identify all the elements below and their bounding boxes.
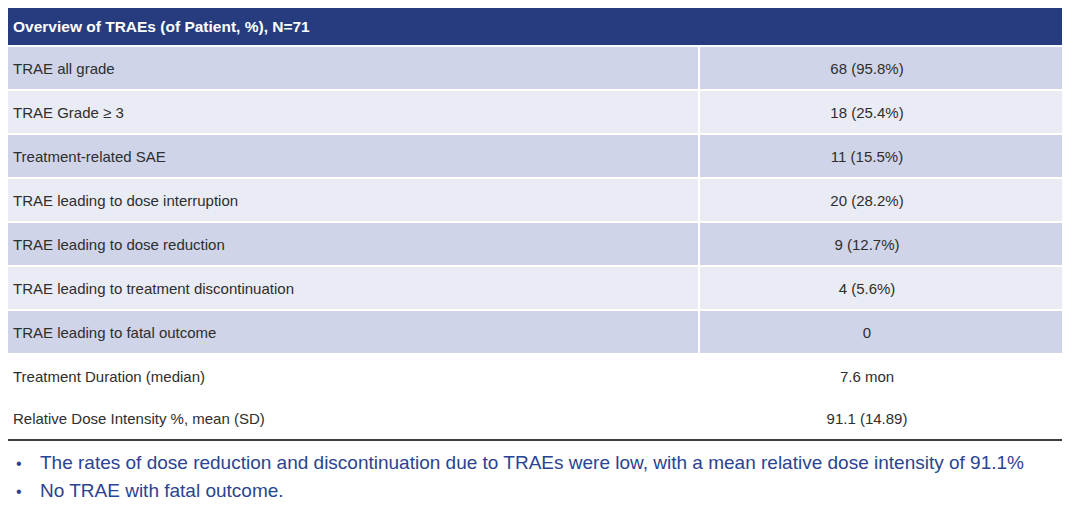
row-label: TRAE leading to treatment discontinuatio…: [8, 267, 698, 309]
table-row: TRAE leading to treatment discontinuatio…: [8, 267, 1062, 309]
row-value: 4 (5.6%): [700, 267, 1062, 309]
trae-overview-table: Overview of TRAEs (of Patient, %), N=71 …: [8, 8, 1062, 441]
row-value: 18 (25.4%): [700, 91, 1062, 133]
row-label: Treatment Duration (median): [8, 355, 698, 397]
bullet-dot-icon: •: [12, 450, 40, 477]
bullet-dot-icon: •: [12, 478, 40, 505]
row-label: TRAE all grade: [8, 47, 698, 89]
summary-bullets: • The rates of dose reduction and discon…: [12, 449, 1074, 505]
row-value: 20 (28.2%): [700, 179, 1062, 221]
row-value: 91.1 (14.89): [700, 397, 1062, 439]
row-label: Relative Dose Intensity %, mean (SD): [8, 397, 698, 439]
slide: Overview of TRAEs (of Patient, %), N=71 …: [0, 0, 1080, 515]
table-row: TRAE all grade 68 (95.8%): [8, 47, 1062, 89]
row-label: Treatment-related SAE: [8, 135, 698, 177]
row-label: TRAE leading to dose reduction: [8, 223, 698, 265]
bullet-item: • The rates of dose reduction and discon…: [12, 449, 1074, 477]
row-value: 11 (15.5%): [700, 135, 1062, 177]
table-row: TRAE leading to fatal outcome 0: [8, 311, 1062, 353]
bullet-item: • No TRAE with fatal outcome.: [12, 477, 1074, 505]
table-row: Treatment Duration (median) 7.6 mon: [8, 355, 1062, 397]
table-row: TRAE leading to dose interruption 20 (28…: [8, 179, 1062, 221]
row-label: TRAE Grade ≥ 3: [8, 91, 698, 133]
row-value: 7.6 mon: [700, 355, 1062, 397]
row-value: 0: [700, 311, 1062, 353]
table-header: Overview of TRAEs (of Patient, %), N=71: [8, 8, 1062, 45]
bottom-divider: [8, 439, 1062, 441]
bullet-text: The rates of dose reduction and disconti…: [40, 449, 1024, 476]
table-row: TRAE leading to dose reduction 9 (12.7%): [8, 223, 1062, 265]
row-value: 68 (95.8%): [700, 47, 1062, 89]
table-row: TRAE Grade ≥ 3 18 (25.4%): [8, 91, 1062, 133]
table-row: Relative Dose Intensity %, mean (SD) 91.…: [8, 397, 1062, 439]
row-label: TRAE leading to dose interruption: [8, 179, 698, 221]
row-label: TRAE leading to fatal outcome: [8, 311, 698, 353]
table-title: Overview of TRAEs (of Patient, %), N=71: [13, 18, 310, 36]
bullet-text: No TRAE with fatal outcome.: [40, 477, 284, 504]
row-value: 9 (12.7%): [700, 223, 1062, 265]
table-row: Treatment-related SAE 11 (15.5%): [8, 135, 1062, 177]
